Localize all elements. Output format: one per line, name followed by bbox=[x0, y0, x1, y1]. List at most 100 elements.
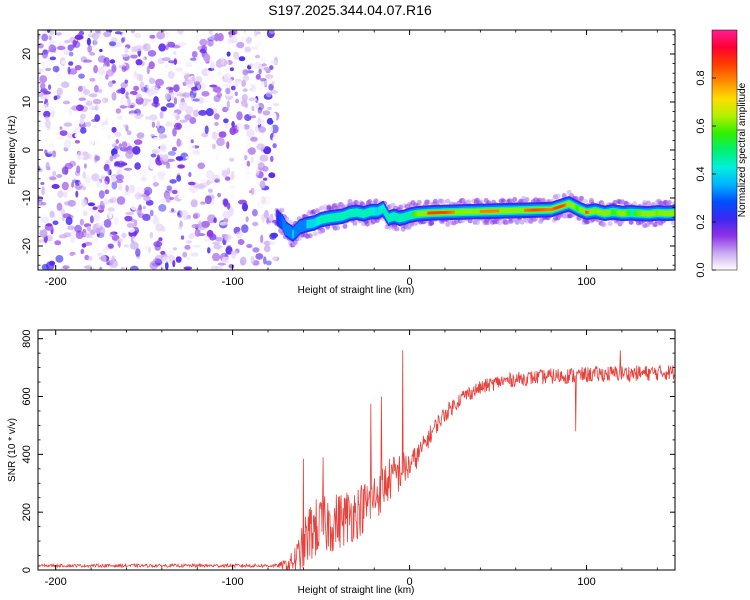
noise-cell bbox=[164, 231, 173, 236]
noise-cell bbox=[190, 199, 198, 208]
track-cell bbox=[502, 208, 505, 214]
track-cell bbox=[479, 210, 482, 213]
track-cell bbox=[347, 209, 350, 218]
track-cell bbox=[552, 207, 554, 211]
noise-cell bbox=[82, 235, 89, 243]
track-halo-cell bbox=[475, 220, 480, 225]
noise-cell bbox=[204, 235, 211, 243]
x-tick-label: -100 bbox=[222, 276, 244, 288]
track-cell bbox=[476, 208, 478, 215]
noise-cell bbox=[133, 237, 139, 242]
noise-cell bbox=[160, 198, 168, 203]
track-cell bbox=[442, 211, 445, 214]
noise-cell bbox=[185, 231, 191, 236]
track-cell bbox=[439, 211, 442, 214]
noise-cell bbox=[98, 221, 105, 226]
noise-cell bbox=[226, 167, 231, 175]
track-cell bbox=[332, 213, 335, 222]
colorbar-gradient bbox=[712, 30, 737, 270]
noise-cell bbox=[233, 51, 240, 60]
track-cell bbox=[501, 208, 503, 214]
noise-cell bbox=[260, 234, 264, 244]
track-cell bbox=[494, 209, 497, 213]
y-tick-label: 0 bbox=[21, 147, 33, 153]
spectrogram-noise-region bbox=[38, 30, 280, 270]
track-cell bbox=[475, 208, 477, 215]
noise-cell bbox=[93, 65, 98, 74]
track-cell bbox=[276, 209, 278, 225]
spectrogram-y-ticks: -20 -10 0 10 20 bbox=[21, 34, 675, 266]
track-cell bbox=[583, 208, 585, 214]
noise-cell bbox=[165, 134, 172, 140]
noise-cell bbox=[252, 221, 259, 227]
track-halo-cell bbox=[579, 195, 585, 201]
noise-cell bbox=[172, 247, 177, 251]
noise-cell bbox=[149, 114, 158, 121]
track-cell bbox=[542, 208, 545, 212]
track-cell bbox=[547, 208, 550, 212]
noise-cell bbox=[94, 154, 98, 163]
noise-cell bbox=[130, 54, 138, 59]
noise-cell bbox=[176, 138, 181, 147]
noise-cell bbox=[107, 168, 111, 176]
noise-cell bbox=[254, 54, 261, 59]
noise-cell bbox=[61, 60, 66, 64]
noise-cell bbox=[135, 93, 142, 100]
track-cell bbox=[568, 201, 570, 207]
track-cell bbox=[399, 213, 401, 223]
noise-cell bbox=[146, 85, 153, 90]
noise-cell bbox=[270, 232, 278, 238]
spectrogram-y-label: Frequency (Hz) bbox=[7, 116, 18, 185]
track-cell bbox=[333, 213, 336, 222]
noise-cell bbox=[264, 209, 269, 219]
noise-cell bbox=[48, 84, 52, 90]
track-cell bbox=[373, 207, 376, 216]
track-cell bbox=[345, 210, 347, 219]
noise-cell bbox=[133, 85, 140, 91]
noise-cell bbox=[195, 60, 204, 69]
noise-cell bbox=[45, 67, 51, 72]
track-cell bbox=[299, 221, 301, 233]
noise-cell bbox=[123, 244, 130, 248]
track-halo-cell bbox=[497, 220, 503, 226]
noise-cell bbox=[102, 198, 110, 205]
track-cell bbox=[539, 208, 541, 212]
track-cell bbox=[278, 213, 281, 226]
noise-cell bbox=[175, 256, 182, 263]
noise-cell bbox=[99, 48, 103, 53]
track-cell bbox=[298, 221, 300, 234]
track-cell bbox=[455, 209, 458, 215]
track-cell bbox=[620, 210, 622, 216]
track-cell bbox=[377, 207, 379, 216]
track-cell bbox=[366, 208, 369, 217]
noise-cell bbox=[118, 143, 123, 149]
noise-cell bbox=[80, 155, 85, 159]
track-cell bbox=[496, 209, 499, 213]
noise-cell bbox=[147, 246, 151, 254]
track-cell bbox=[446, 210, 448, 214]
noise-cell bbox=[241, 99, 248, 107]
track-cell bbox=[569, 201, 571, 207]
noise-cell bbox=[99, 254, 107, 263]
noise-cell bbox=[115, 245, 120, 252]
noise-cell bbox=[181, 71, 190, 76]
noise-cell bbox=[235, 231, 244, 238]
noise-cell bbox=[56, 32, 62, 36]
track-cell bbox=[671, 210, 674, 216]
noise-cell bbox=[39, 228, 48, 238]
noise-cell bbox=[93, 84, 99, 93]
track-halo-cell bbox=[425, 199, 431, 205]
noise-cell bbox=[62, 191, 68, 198]
noise-cell bbox=[265, 91, 272, 98]
track-cell bbox=[422, 210, 424, 217]
noise-cell bbox=[41, 33, 49, 42]
noise-cell bbox=[187, 181, 196, 186]
noise-cell bbox=[76, 174, 84, 182]
track-cell bbox=[511, 207, 514, 214]
track-cell bbox=[558, 205, 561, 209]
noise-cell bbox=[87, 44, 93, 53]
track-cell bbox=[592, 208, 594, 215]
noise-cell bbox=[193, 81, 201, 86]
track-halo-cell bbox=[352, 220, 358, 226]
track-cell bbox=[440, 211, 443, 214]
